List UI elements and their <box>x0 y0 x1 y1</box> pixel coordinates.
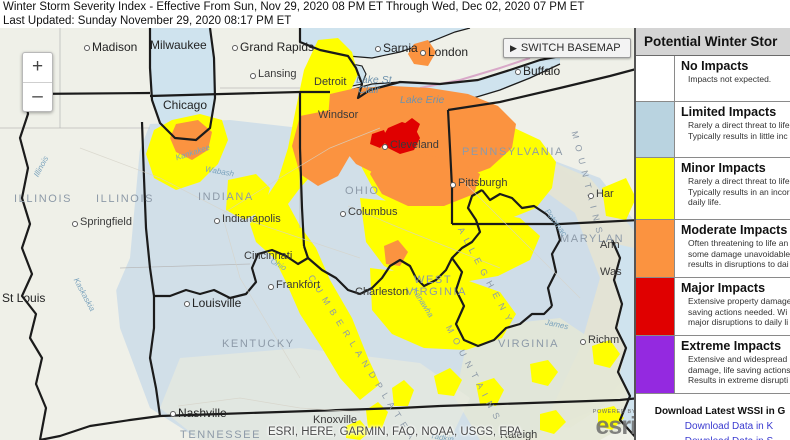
chevron-right-icon: ▶ <box>510 43 517 53</box>
zoom-control[interactable]: + – <box>22 52 53 112</box>
map-city-marker <box>232 45 238 51</box>
legend-item-description: Extensive and widespread <box>688 354 788 364</box>
legend-item-description: Extensive property damage <box>688 296 790 306</box>
legend-row: Moderate Impacts Often threatening to lif… <box>636 220 790 278</box>
legend-item-description: Rarely a direct threat to life <box>688 120 790 130</box>
legend-text: Limited Impacts Rarely a direct threat to… <box>675 102 790 157</box>
legend-item-label: Major Impacts <box>681 281 766 295</box>
map-city-marker <box>250 73 256 79</box>
wssi-last-updated: Last Updated: Sunday November 29, 2020 0… <box>3 14 292 27</box>
legend-rows: No Impacts Impacts not expected. Limited I… <box>636 56 790 394</box>
impact-zone-major <box>370 118 420 154</box>
map-city-marker <box>340 211 346 217</box>
esri-wordmark: esri <box>595 412 637 440</box>
map-city-marker <box>420 50 426 56</box>
zoom-out-button[interactable]: – <box>32 86 43 107</box>
legend-item-label: Limited Impacts <box>681 105 777 119</box>
legend-item-description: damage, life saving actions <box>688 364 790 375</box>
map-city-marker <box>588 193 594 199</box>
legend-item-description: Impacts not expected. <box>688 74 772 84</box>
legend-item-description: Rarely a direct threat to life <box>688 176 790 186</box>
legend-panel: Potential Winter Stor No Impacts Impacts … <box>634 28 790 440</box>
switch-basemap-button[interactable]: ▶ SWITCH BASEMAP <box>503 38 631 58</box>
legend-item-description: Typically results in little inc <box>688 130 788 141</box>
legend-row: Extreme Impacts Extensive and widespread d… <box>636 336 790 394</box>
legend-item-description: Often threatening to life an <box>688 238 789 248</box>
map-city-marker <box>580 339 586 345</box>
map-city-marker <box>375 46 381 52</box>
legend-text: No Impacts Impacts not expected. <box>675 56 771 101</box>
map-city-marker <box>450 182 456 188</box>
legend-item-description: Results in extreme disrupti <box>688 375 789 385</box>
download-links[interactable]: Download Data in K Download Data in S <box>636 421 790 440</box>
map-city-marker <box>268 284 274 290</box>
map-city-marker <box>515 69 521 75</box>
legend-row: Minor Impacts Rarely a direct threat to l… <box>636 158 790 220</box>
legend-text: Major Impacts Extensive property damage sa… <box>675 278 790 335</box>
legend-item-label: Extreme Impacts <box>681 339 782 353</box>
map-city-marker <box>382 144 388 150</box>
download-link[interactable]: Download Data in K <box>684 421 774 432</box>
legend-row: Limited Impacts Rarely a direct threat to… <box>636 102 790 158</box>
download-section: Download Latest WSSI in G Download Data … <box>636 394 790 440</box>
page-header: Winter Storm Severity Index - Effective … <box>0 0 790 28</box>
wssi-effective-period: Winter Storm Severity Index - Effective … <box>3 1 585 13</box>
legend-item-description: major disruptions to daily li <box>688 317 789 327</box>
legend-swatch <box>636 102 675 157</box>
legend-text: Minor Impacts Rarely a direct threat to l… <box>675 158 790 219</box>
legend-swatch <box>636 158 675 219</box>
esri-logo: POWERED BY esri <box>592 409 637 440</box>
legend-swatch <box>636 336 675 393</box>
map-city-marker <box>214 218 220 224</box>
legend-text: Moderate Impacts Often threatening to lif… <box>675 220 790 277</box>
map-city-marker <box>72 221 78 227</box>
legend-item-description: some damage unavoidable <box>688 248 790 259</box>
map-city-marker <box>84 45 90 51</box>
map-city-marker <box>170 411 176 417</box>
legend-swatch <box>636 278 675 335</box>
legend-item-description: daily life. <box>688 197 722 207</box>
powered-by-label: POWERED BY <box>592 409 636 415</box>
legend-swatch <box>636 56 675 101</box>
legend-item-description: saving actions needed. Wi <box>688 306 788 317</box>
download-link[interactable]: Download Data in S <box>636 436 790 440</box>
legend-item-description: Typically results in an incor <box>688 186 790 197</box>
legend-row: No Impacts Impacts not expected. <box>636 56 790 102</box>
legend-item-description: results in disruptions to dai <box>688 259 789 269</box>
switch-basemap-label: SWITCH BASEMAP <box>520 42 621 54</box>
download-title: Download Latest WSSI in G <box>654 406 786 417</box>
legend-item-label: No Impacts <box>681 59 749 73</box>
zoom-in-button[interactable]: + <box>23 53 52 83</box>
map-attribution: ESRI, HERE, GARMIN, FAO, NOAA, USGS, EPA <box>268 426 522 438</box>
legend-swatch <box>636 220 675 277</box>
legend-row: Major Impacts Extensive property damage sa… <box>636 278 790 336</box>
legend-item-label: Minor Impacts <box>681 161 766 175</box>
legend-title: Potential Winter Stor <box>636 28 790 56</box>
legend-text: Extreme Impacts Extensive and widespread d… <box>675 336 790 393</box>
legend-item-label: Moderate Impacts <box>681 223 788 237</box>
map-city-marker <box>184 301 190 307</box>
